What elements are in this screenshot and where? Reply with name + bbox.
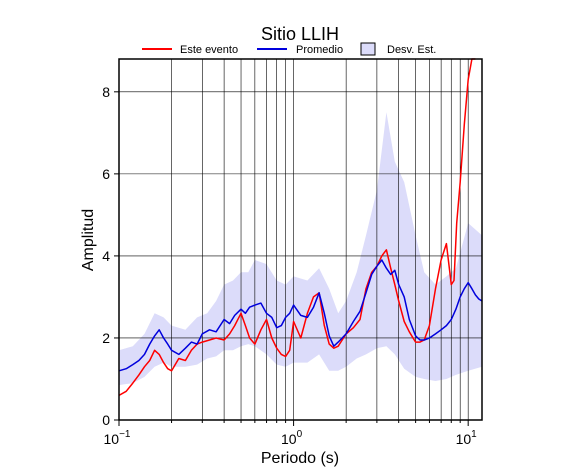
chart-legend: Este evento Promedio Desv. Est. bbox=[142, 42, 436, 56]
y-axis-label: Amplitud bbox=[80, 209, 97, 271]
legend-label: Promedio bbox=[296, 44, 343, 56]
y-tick-label: 4 bbox=[102, 248, 110, 264]
series-line-promedio bbox=[118, 259, 483, 372]
x-axis-label: Periodo (s) bbox=[261, 450, 339, 467]
plot-frame bbox=[118, 58, 483, 421]
series-line-este-evento bbox=[118, 58, 476, 397]
y-tick-label: 6 bbox=[102, 166, 110, 182]
grid-layer bbox=[119, 59, 482, 420]
std-band-layer bbox=[119, 112, 482, 386]
x-tick-label: 100 bbox=[281, 429, 303, 447]
x-tick-label: 10−1 bbox=[104, 429, 131, 447]
legend-label: Desv. Est. bbox=[387, 44, 436, 56]
y-tick-label: 2 bbox=[102, 330, 110, 346]
std-band bbox=[119, 112, 482, 386]
y-tick-label: 0 bbox=[102, 412, 110, 428]
series-layer bbox=[118, 58, 483, 397]
ticks-layer: 0 2 4 6 8 10−1 100 101 bbox=[102, 84, 477, 447]
y-tick-label: 8 bbox=[102, 84, 110, 100]
x-tick-label: 101 bbox=[456, 429, 478, 447]
legend-swatch-box bbox=[360, 42, 376, 56]
chart-title: Sitio LLIH bbox=[261, 24, 339, 44]
legend-label: Este evento bbox=[180, 44, 238, 56]
